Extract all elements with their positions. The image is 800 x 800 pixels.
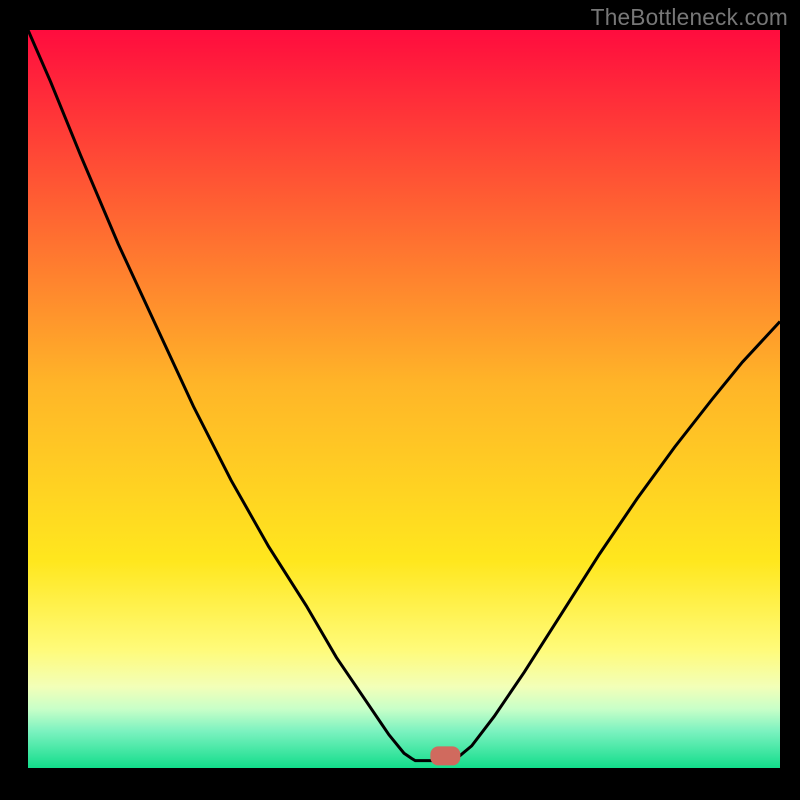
bottleneck-curve bbox=[28, 30, 780, 761]
plot-area bbox=[28, 30, 780, 768]
line-layer bbox=[28, 30, 780, 768]
chart-canvas: TheBottleneck.com bbox=[0, 0, 800, 800]
optimum-marker bbox=[431, 747, 460, 766]
watermark-text: TheBottleneck.com bbox=[591, 4, 788, 31]
